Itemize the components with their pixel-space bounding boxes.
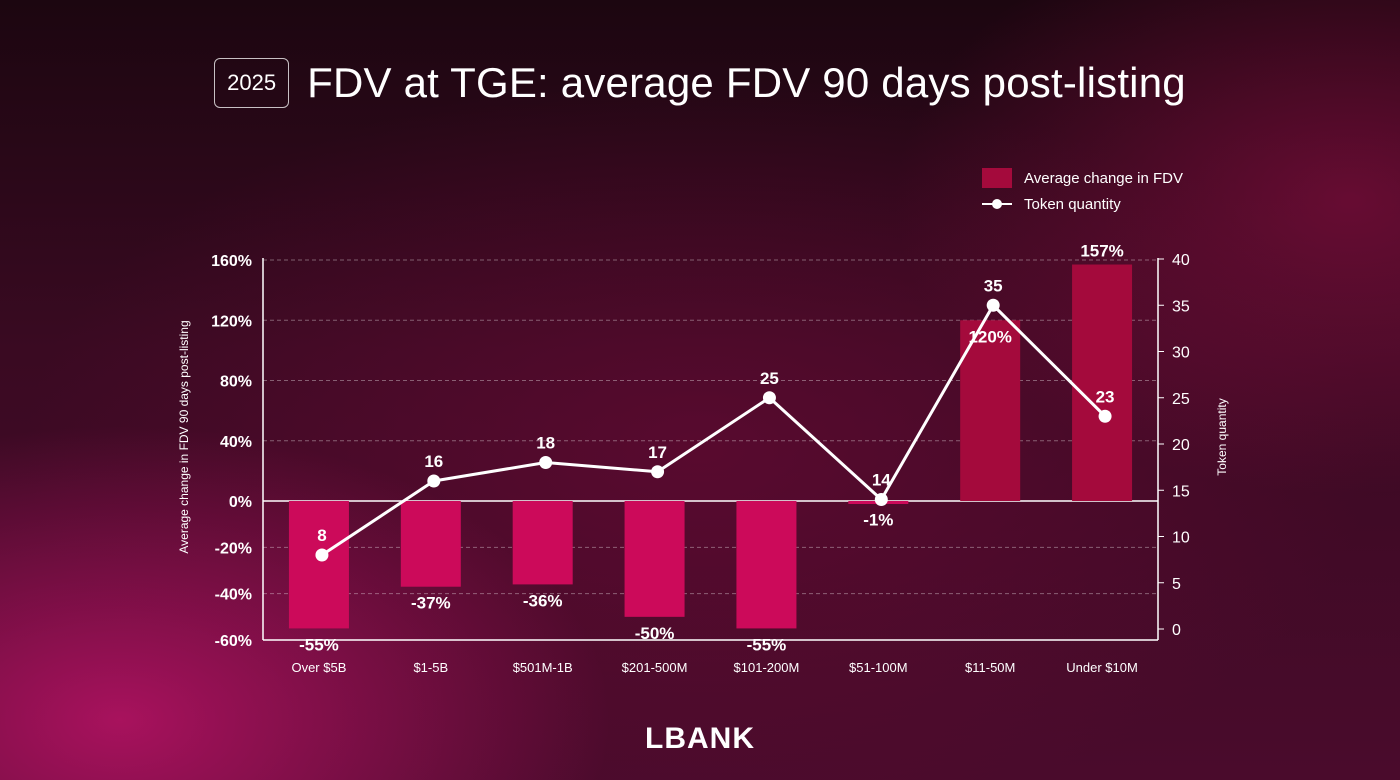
bar — [400, 501, 461, 587]
chart-title: FDV at TGE: average FDV 90 days post-lis… — [307, 59, 1186, 106]
x-tick-label: $501M-1B — [513, 660, 573, 675]
line-point — [762, 391, 776, 405]
line-value-label: 25 — [760, 369, 779, 388]
y-tick-label: 160% — [211, 253, 252, 270]
y2-tick-label: 30 — [1172, 345, 1190, 362]
legend-label-bar: Average change in FDV — [1024, 169, 1183, 187]
line-value-label: 14 — [872, 471, 891, 490]
legend-label-line: Token quantity — [1024, 195, 1121, 213]
x-tick-label: $1-5B — [413, 660, 448, 675]
bar — [288, 501, 349, 629]
line-point — [986, 298, 1000, 312]
bar-value-label: -50% — [635, 624, 675, 643]
y2-axis-title: Token quantity — [1215, 398, 1229, 475]
x-tick-label: $51-100M — [849, 660, 908, 675]
line-value-label: 17 — [648, 443, 667, 462]
y2-tick-label: 40 — [1172, 252, 1190, 269]
line-value-label: 35 — [984, 276, 1003, 295]
bar-value-label: -36% — [523, 591, 563, 610]
y2-tick-label: 0 — [1172, 622, 1181, 639]
x-tick-label: $201-500M — [622, 660, 688, 675]
x-tick-label: Under $10M — [1066, 660, 1138, 675]
bar — [512, 501, 573, 585]
y2-tick-label: 25 — [1172, 391, 1190, 408]
legend-item-bar: Average change in FDV — [982, 166, 1183, 190]
y2-tick-label: 5 — [1172, 576, 1181, 593]
bar-value-label: -1% — [863, 510, 893, 529]
y-tick-label: 120% — [211, 313, 252, 330]
line-point — [874, 493, 888, 506]
header: 2025 FDV at TGE: average FDV 90 days pos… — [0, 58, 1400, 108]
y2-tick-label: 15 — [1172, 483, 1190, 500]
line-value-label: 23 — [1096, 387, 1115, 406]
y2-tick-label: 20 — [1172, 437, 1190, 454]
bar — [736, 501, 797, 629]
x-tick-label: $101-200M — [734, 660, 800, 675]
legend-item-line: Token quantity — [982, 192, 1183, 216]
x-tick-label: $11-50M — [965, 660, 1015, 675]
legend-bar-swatch — [982, 168, 1012, 188]
y-tick-label: -40% — [215, 587, 252, 604]
line-value-label: 16 — [424, 452, 443, 471]
line-point — [1098, 409, 1112, 423]
lbank-logo: LBANK — [645, 722, 755, 755]
legend-line-swatch — [982, 194, 1012, 214]
y-tick-label: -20% — [215, 540, 252, 557]
bar-value-label: -55% — [747, 635, 787, 654]
legend: Average change in FDV Token quantity — [982, 166, 1183, 218]
bar — [960, 320, 1021, 501]
bar — [624, 501, 685, 617]
line-value-label: 8 — [317, 526, 326, 545]
y2-tick-label: 35 — [1172, 298, 1190, 315]
y-tick-label: -60% — [215, 633, 252, 650]
x-tick-label: Over $5B — [291, 660, 346, 675]
year-badge: 2025 — [214, 58, 290, 108]
line-point — [539, 456, 553, 469]
bar-value-label: -37% — [411, 594, 451, 613]
y2-tick-label: 10 — [1172, 530, 1190, 547]
line-point — [315, 548, 329, 562]
y-tick-label: 80% — [220, 374, 252, 391]
line-point — [651, 465, 665, 479]
line-value-label: 18 — [536, 434, 555, 453]
y-tick-label: 40% — [220, 434, 252, 451]
bar — [1072, 264, 1133, 501]
y-axis-title: Average change in FDV 90 days post-listi… — [177, 320, 191, 553]
token-quantity-line — [321, 303, 1107, 557]
bar-value-label: 157% — [1080, 242, 1123, 261]
y-tick-label: 0% — [229, 494, 252, 511]
bar-value-label: -55% — [299, 635, 339, 654]
line-point — [427, 474, 441, 488]
